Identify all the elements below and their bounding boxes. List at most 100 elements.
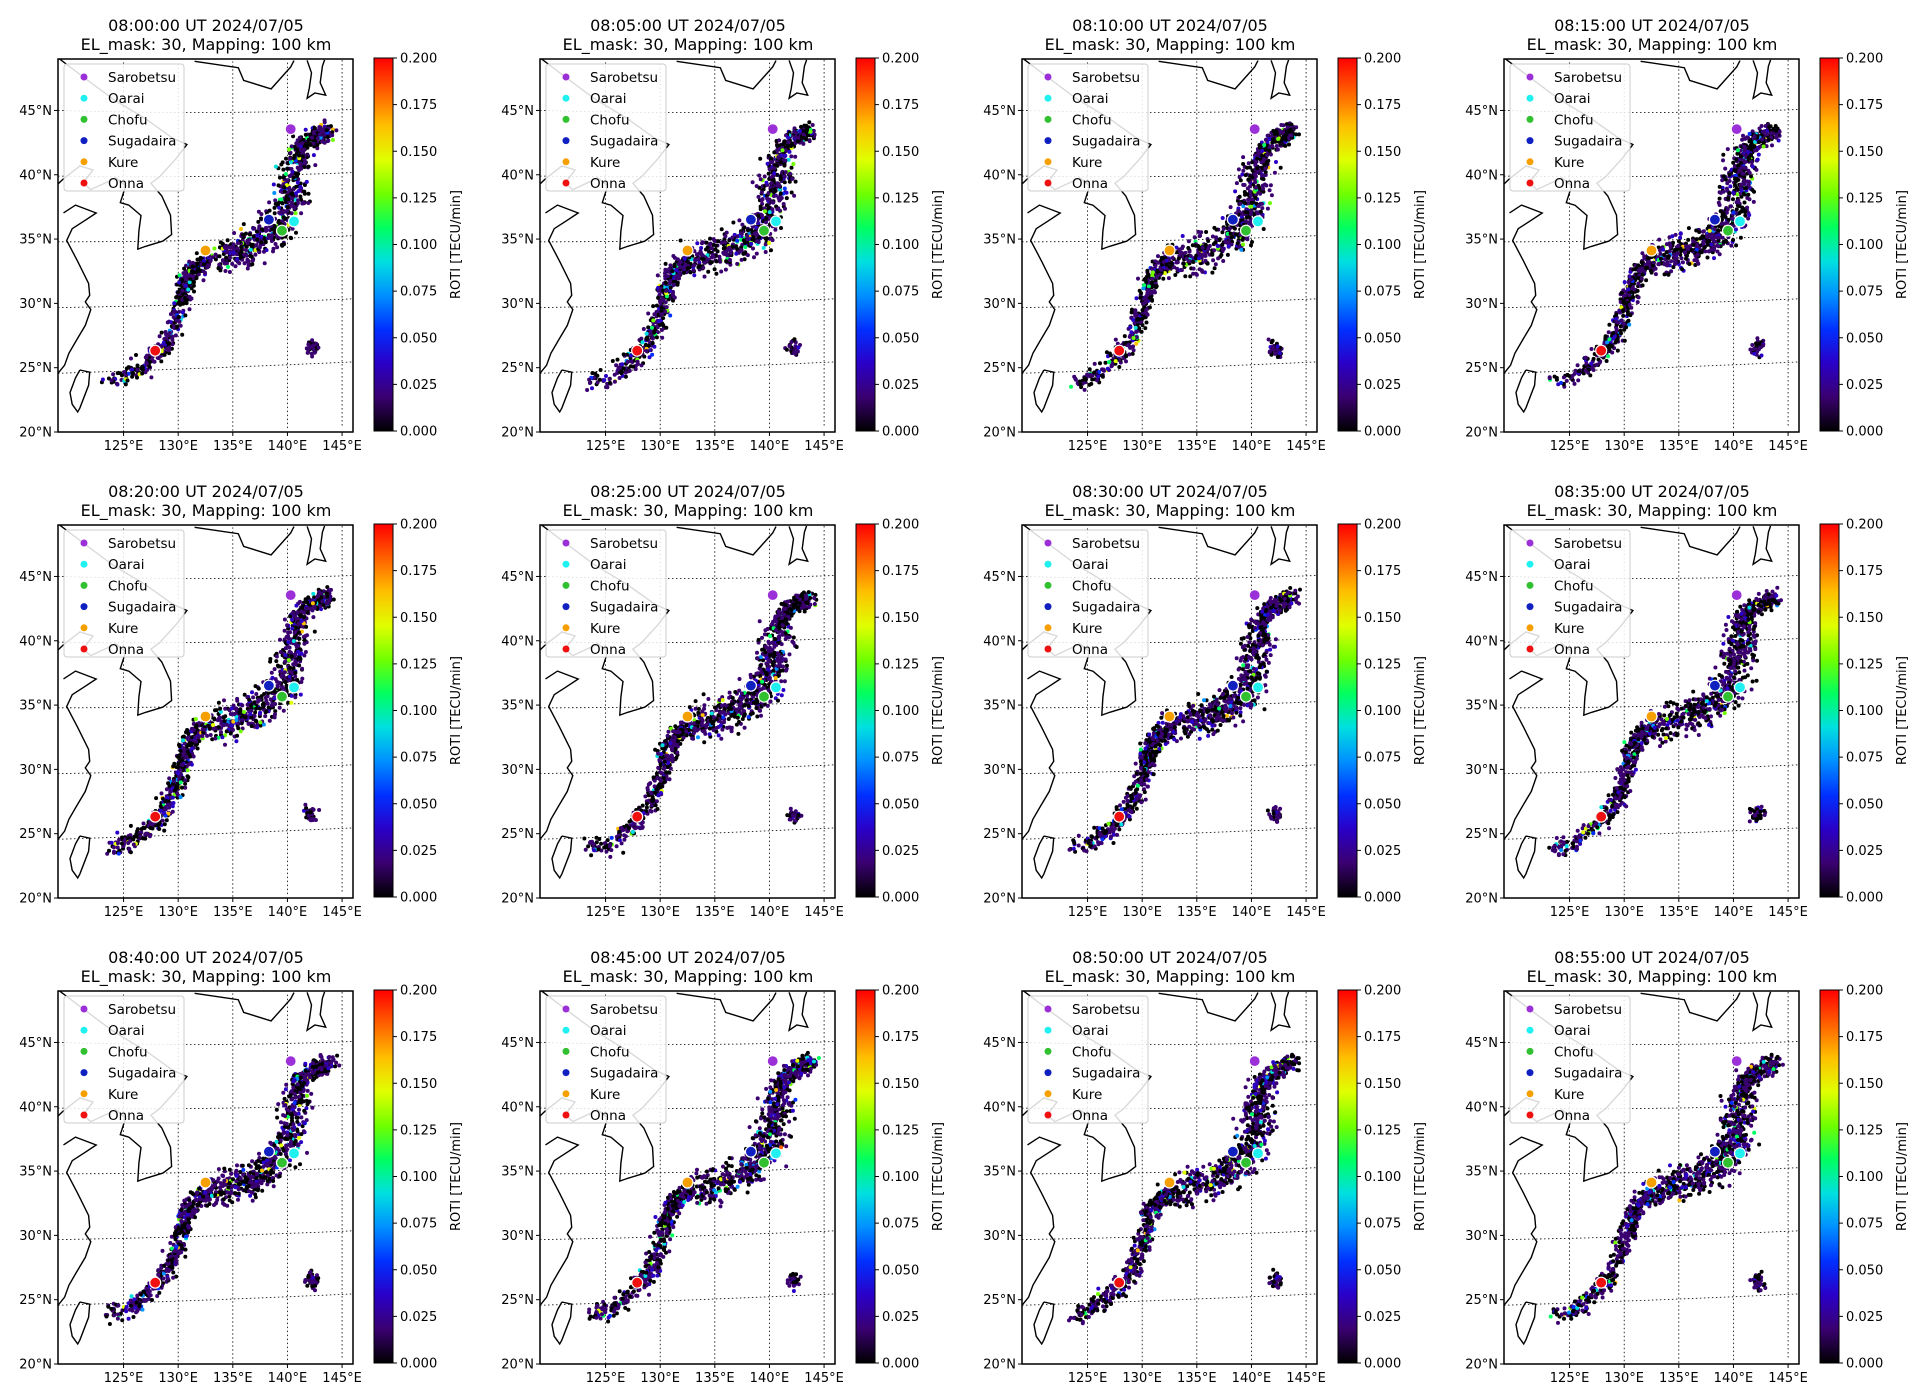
ipp-point <box>1268 201 1272 205</box>
ipp-point <box>1640 277 1644 281</box>
ipp-point <box>1262 163 1266 167</box>
y-tick-label: 40°N <box>19 168 52 183</box>
ipp-point <box>1778 130 1782 134</box>
ipp-point <box>608 381 612 385</box>
ipp-point <box>1741 172 1745 176</box>
ipp-point <box>1606 354 1610 358</box>
ipp-point <box>1681 260 1685 264</box>
ipp-point <box>1244 219 1248 223</box>
ipp-point <box>290 167 294 171</box>
ipp-point <box>746 237 750 241</box>
ipp-point <box>289 160 293 164</box>
ipp-point <box>790 191 794 195</box>
ipp-point <box>1264 170 1268 174</box>
ipp-point <box>1096 375 1100 379</box>
ipp-point <box>162 341 166 345</box>
ipp-point <box>1222 227 1226 231</box>
ipp-point <box>1233 227 1237 231</box>
ipp-point <box>296 181 300 185</box>
ipp-point <box>1640 266 1644 270</box>
y-tick-label: 25°N <box>983 361 1016 376</box>
ipp-point <box>167 346 171 350</box>
ipp-point <box>595 374 599 378</box>
ipp-point <box>1249 212 1253 216</box>
ipp-point <box>273 198 277 202</box>
ipp-point <box>1641 283 1645 287</box>
ipp-point <box>656 273 660 277</box>
legend-marker <box>81 137 88 144</box>
ipp-point <box>302 147 306 151</box>
ipp-point <box>650 326 654 330</box>
ipp-point <box>652 345 656 349</box>
panel-subtitle: EL_mask: 30, Mapping: 100 km <box>1527 35 1778 55</box>
legend-label: Kure <box>1072 155 1102 171</box>
ipp-point <box>317 128 321 132</box>
ipp-point <box>182 267 186 271</box>
ipp-point <box>779 177 783 181</box>
ipp-point <box>1709 242 1713 246</box>
ipp-point <box>1588 373 1592 377</box>
ipp-point <box>629 359 633 363</box>
ipp-point <box>613 373 617 377</box>
ipp-point <box>1182 262 1186 266</box>
ipp-point <box>725 249 729 253</box>
ipp-point <box>334 128 338 132</box>
ipp-point <box>708 243 712 247</box>
ipp-point <box>1753 149 1757 153</box>
ipp-point <box>676 257 680 261</box>
ipp-point <box>1592 368 1596 372</box>
y-tick-label: 25°N <box>19 361 52 376</box>
legend-label: Sugadaira <box>1554 134 1622 150</box>
ipp-point <box>1735 152 1739 156</box>
legend-label: Sugadaira <box>590 134 658 150</box>
ipp-point <box>794 180 798 184</box>
ipp-point <box>316 136 320 140</box>
ipp-point <box>1716 228 1720 232</box>
ipp-point <box>808 139 812 143</box>
ipp-point <box>801 142 805 146</box>
ipp-point <box>175 319 179 323</box>
ipp-point <box>312 130 316 134</box>
ipp-point <box>1706 243 1710 247</box>
ipp-point <box>321 140 325 144</box>
y-tick-label: 20°N <box>19 426 52 441</box>
ipp-point <box>272 191 276 195</box>
ipp-point <box>1739 236 1743 240</box>
ipp-point <box>613 380 617 384</box>
ipp-point <box>1230 235 1234 239</box>
ipp-point <box>1258 146 1262 150</box>
ipp-point <box>252 227 256 231</box>
ipp-point <box>1133 314 1137 318</box>
ipp-point <box>1748 197 1752 201</box>
ipp-point <box>1651 264 1655 268</box>
ipp-point <box>798 129 802 133</box>
station-marker <box>1723 225 1734 236</box>
ipp-point <box>1204 243 1208 247</box>
colorbar <box>1820 58 1839 431</box>
ipp-point <box>201 269 205 273</box>
legend-marker <box>1527 180 1534 187</box>
ipp-point <box>1733 168 1737 172</box>
ipp-point <box>1739 183 1743 187</box>
ipp-point <box>722 246 726 250</box>
ipp-point <box>110 378 114 382</box>
ipp-point <box>304 128 308 132</box>
ipp-point <box>790 177 794 181</box>
ipp-point <box>1745 206 1749 210</box>
ipp-point <box>1084 378 1088 382</box>
ipp-point <box>1584 369 1588 373</box>
y-tick-label: 40°N <box>1465 168 1498 183</box>
y-tick-label: 35°N <box>19 233 52 248</box>
ipp-point <box>1731 211 1735 215</box>
ipp-point <box>1253 180 1257 184</box>
ipp-point <box>1669 259 1673 263</box>
ipp-point <box>286 205 290 209</box>
ipp-point <box>302 190 306 194</box>
ipp-point <box>714 248 718 252</box>
ipp-point <box>1718 190 1722 194</box>
ipp-point <box>1741 134 1745 138</box>
ipp-point <box>1156 260 1160 264</box>
